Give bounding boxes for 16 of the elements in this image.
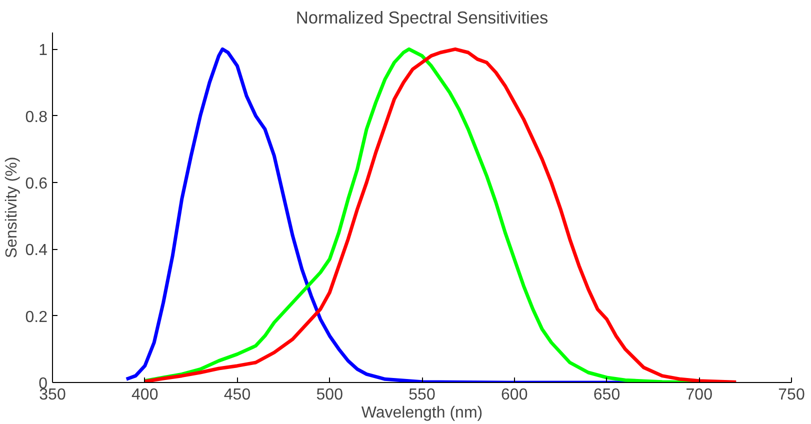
- x-tick-label: 450: [224, 386, 251, 404]
- y-tick-label: 0.4: [25, 242, 48, 260]
- x-tick-label: 400: [132, 386, 158, 404]
- y-tick-label: 0.2: [25, 308, 48, 326]
- x-axis-title: Wavelength (nm): [361, 404, 483, 422]
- x-tick-label: 750: [778, 386, 805, 404]
- x-tick-label: 600: [501, 386, 528, 404]
- y-axis-title: Sensitivity (%): [3, 156, 20, 258]
- x-tick-label: 650: [593, 386, 620, 404]
- x-tick-label: 500: [316, 386, 344, 404]
- x-tick-label: 550: [408, 386, 436, 404]
- x-tick-label: 700: [686, 386, 713, 404]
- chart-title: Normalized Spectral Sensitivities: [296, 8, 548, 28]
- y-tick-label: 0.8: [25, 108, 48, 126]
- y-tick-label: 1: [38, 42, 48, 60]
- y-tick-label: 0.6: [25, 176, 48, 192]
